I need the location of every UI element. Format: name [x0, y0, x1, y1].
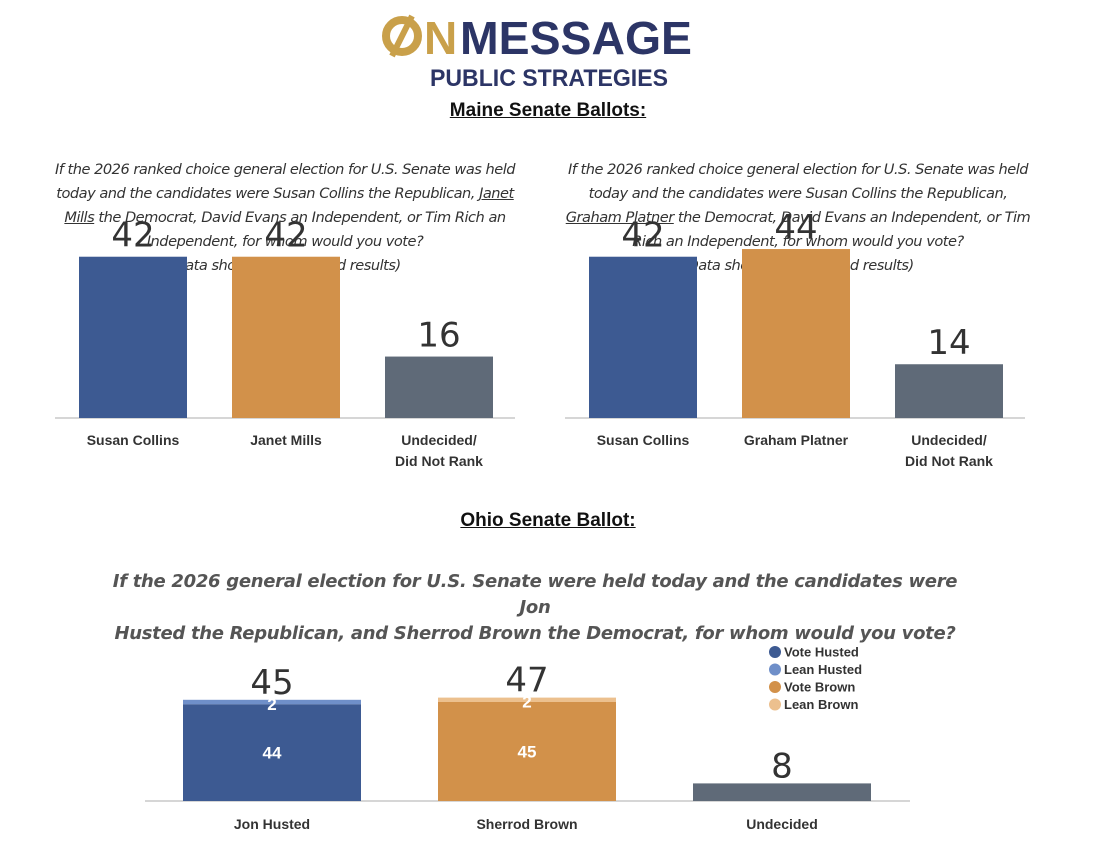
legend-swatch-0	[769, 646, 781, 658]
ohio-segment-label-0-1: 2	[267, 695, 276, 714]
mills-category-label-2-1: Did Not Rank	[395, 453, 483, 469]
ohio-segment-label-0-0: 44	[263, 744, 282, 763]
platner-bar-1	[742, 249, 850, 418]
chart-collins-mills: 42 Susan Collins 42 Janet Mills 16 Undecided/…	[55, 216, 515, 469]
ohio-segment-1-2	[438, 702, 616, 801]
ohio-section-title: Ohio Senate Ballot:	[460, 510, 636, 531]
mills-value-label-2: 16	[417, 316, 460, 356]
q3-line1: If the 2026 general election for U.S. Se…	[112, 571, 958, 618]
question-collins-platner: If the 2026 ranked choice general electi…	[560, 158, 1036, 278]
question-husted-brown: If the 2026 general election for U.S. Se…	[110, 569, 960, 647]
mills-value-label-0: 42	[111, 216, 154, 256]
q2-line3: Graham Platner the Democrat, David Evans…	[565, 209, 1031, 226]
ohio-category-label-0: Jon Husted	[234, 816, 310, 832]
platner-category-label-2-1: Did Not Rank	[905, 453, 993, 469]
ohio-segment-1-3	[438, 697, 616, 702]
ohio-total-label-2: 8	[771, 746, 793, 786]
q1-line3: Mills the Democrat, David Evans an Indep…	[64, 209, 506, 226]
ohio-category-label-1: Sherrod Brown	[476, 816, 577, 832]
platner-bar-2	[895, 364, 1003, 418]
q2-line2: today and the candidates were Susan Coll…	[588, 185, 1008, 202]
ohio-segment-label-1-2: 45	[518, 743, 537, 762]
ohio-total-label-1: 47	[505, 661, 548, 701]
legend-label-0: Vote Husted	[784, 645, 859, 660]
ohio-total-label-0: 45	[250, 663, 293, 703]
legend-swatch-3	[769, 698, 781, 711]
logo-on-n: N	[424, 12, 457, 64]
platner-category-label-0-0: Susan Collins	[597, 432, 690, 448]
legend-swatch-1	[769, 663, 781, 676]
mills-category-label-2-0: Undecided/	[401, 432, 477, 448]
ohio-category-label-2: Undecided	[746, 816, 818, 832]
q1-line1: If the 2026 ranked choice general electi…	[54, 161, 516, 178]
onmessage-logo: ON N MESSAGE PUBLIC STRATEGIES	[382, 12, 692, 92]
ohio-segment-0-0	[183, 704, 361, 801]
q3-line2: Husted the Republican, and Sherrod Brown…	[114, 623, 956, 644]
mills-value-label-1: 42	[264, 216, 307, 256]
mills-category-label-1-0: Janet Mills	[250, 432, 322, 448]
maine-section-title: Maine Senate Ballots:	[449, 100, 647, 121]
q1-line4: Independent, for whom would you vote?	[146, 233, 424, 250]
legend-swatch-2	[769, 681, 781, 693]
q2-line1: If the 2026 ranked choice general electi…	[567, 161, 1029, 178]
platner-bar-0	[589, 256, 697, 418]
legend-label-1: Lean Husted	[784, 662, 862, 677]
mills-bar-0	[79, 256, 187, 418]
mills-bar-2	[385, 356, 493, 418]
legend-label-2: Vote Brown	[784, 680, 855, 695]
ohio-segment-0-1	[183, 699, 361, 705]
platner-category-label-2-0: Undecided/	[911, 432, 987, 448]
chart-collins-platner: 42 Susan Collins 44 Graham Platner 14 Undecid…	[565, 208, 1025, 469]
platner-value-label-2: 14	[927, 323, 970, 363]
logo-subtitle: PUBLIC STRATEGIES	[430, 65, 668, 92]
q1-line2: today and the candidates were Susan Coll…	[56, 185, 514, 202]
platner-value-label-1: 44	[774, 208, 817, 248]
ohio-segment-label-1-3: 2	[522, 693, 531, 712]
mills-bar-1	[232, 256, 340, 418]
q2-line4: Rich an Independent, for whom would you …	[632, 233, 964, 250]
logo-message-text: MESSAGE	[460, 12, 692, 64]
platner-category-label-1-0: Graham Platner	[744, 432, 849, 448]
legend-label-3: Lean Brown	[784, 697, 858, 712]
mills-category-label-0-0: Susan Collins	[87, 432, 180, 448]
platner-value-label-0: 42	[621, 216, 664, 256]
ohio-segment-2-4	[693, 783, 871, 801]
logo-emblem-icon	[382, 14, 422, 58]
